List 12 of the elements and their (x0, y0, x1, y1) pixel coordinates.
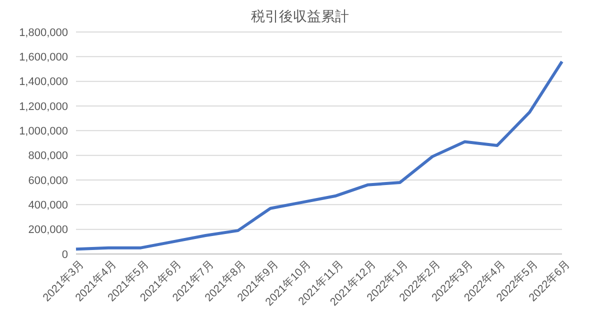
y-tick-label: 1,000,000 (19, 126, 68, 138)
y-tick-label: 800,000 (28, 150, 68, 162)
y-tick-label: 400,000 (28, 200, 68, 212)
y-tick-label: 1,600,000 (19, 52, 68, 64)
y-tick-label: 1,400,000 (19, 76, 68, 88)
y-tick-label: 0 (62, 248, 68, 261)
line-series (74, 60, 564, 251)
y-tick-label: 1,800,000 (19, 26, 68, 39)
y-tick-label: 200,000 (28, 224, 68, 236)
chart-title: 税引後収益累計 (250, 8, 350, 26)
y-tick-label: 600,000 (28, 174, 68, 187)
y-tick-label: 1,200,000 (19, 100, 68, 113)
